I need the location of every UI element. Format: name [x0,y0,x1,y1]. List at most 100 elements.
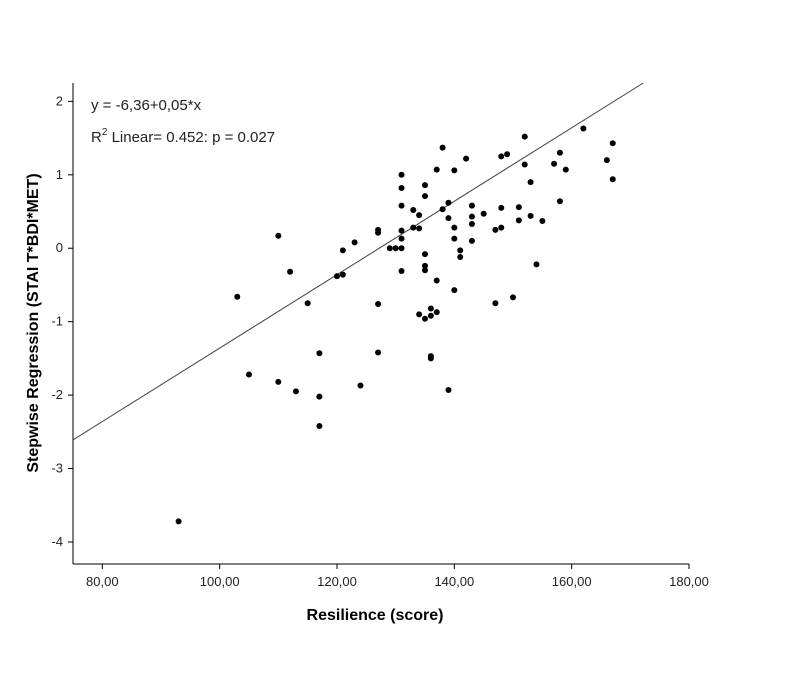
plot-area: 80,00 100,00 120,00 140,00 160,00 180,00 2 1 0 -… [51,82,709,589]
data-point [375,349,382,356]
data-point [457,247,464,254]
data-point [468,202,475,209]
r2-rest: Linear= 0.452: p = 0.027 [107,129,275,146]
data-point [433,277,440,284]
data-point [246,371,252,378]
data-point [416,225,423,232]
x-tick-label: 140,00 [434,574,474,589]
data-point [556,149,563,156]
data-point [357,382,364,389]
data-point [398,227,405,234]
data-point [562,166,569,173]
y-tick-label: -1 [51,314,63,329]
y-tick-label: 0 [56,240,63,255]
data-point [551,160,558,167]
data-point [316,393,323,400]
data-point [422,267,428,274]
data-point [463,155,470,162]
data-point [445,215,452,222]
data-point [468,213,475,220]
data-point [422,193,428,200]
data-point [515,204,522,211]
data-point [398,235,405,242]
x-axis-ticks: 80,00 100,00 120,00 140,00 160,00 180,00 [86,564,709,589]
data-point [433,166,440,173]
data-point [533,261,540,268]
data-point [498,224,505,231]
data-point [334,273,340,280]
data-point [457,254,464,261]
y-axis-title: Stepwise Regression (STAI T*BDI*MET) [25,173,42,472]
y-tick-label: -4 [51,534,63,549]
data-point [287,268,294,275]
data-point [451,235,458,242]
data-point [427,312,434,319]
x-tick-label: 100,00 [200,574,240,589]
y-tick-label: -3 [51,461,63,476]
data-point [468,237,475,244]
data-point [609,176,616,183]
data-point [304,300,311,307]
data-point [521,133,528,140]
equation-annotation: y = -6,36+0,05*x [91,97,202,114]
data-point [422,182,428,189]
data-point [521,161,528,168]
data-point [422,262,428,269]
data-point [609,140,616,147]
r2-superscript: 2 [102,127,108,138]
data-point [351,239,358,246]
data-point [556,198,563,205]
data-point [504,151,511,158]
data-point [398,171,405,178]
plot-background [73,83,689,564]
x-tick-label: 120,00 [317,574,357,589]
data-point [375,301,382,308]
r2-prefix: R [91,129,102,146]
data-point [527,212,534,219]
data-point [603,157,610,164]
data-point [427,355,434,362]
fit-line [72,82,644,441]
data-point [392,245,399,252]
data-point [510,294,516,301]
data-point [580,125,587,132]
data-point [339,247,346,254]
data-point [539,218,546,225]
data-point [292,388,299,395]
data-point [492,226,499,233]
data-point [416,212,423,219]
data-point [386,245,393,252]
x-tick-label: 180,00 [669,574,709,589]
x-axis-title: Resilience (score) [307,607,444,624]
r2-annotation: R2 Linear= 0.452: p = 0.027 [91,127,275,146]
data-point [339,271,346,278]
data-point [498,153,505,160]
data-point [398,202,405,209]
data-point [527,179,534,186]
data-point [398,185,405,192]
data-point [316,350,323,357]
data-point [422,251,428,258]
data-point [416,311,423,318]
data-point [410,224,417,231]
y-tick-label: -2 [51,387,63,402]
x-tick-label: 80,00 [86,574,119,589]
data-point [398,267,405,274]
data-point [422,315,428,322]
data-point [445,386,452,393]
data-point [439,144,446,151]
x-tick-label: 160,00 [552,574,592,589]
data-point [445,199,452,206]
data-points [175,125,616,525]
data-point [451,224,458,231]
data-point [234,293,241,300]
data-point [451,287,458,294]
y-tick-label: 1 [56,167,63,182]
y-axis-ticks: 2 1 0 -1 -2 -3 -4 [51,93,73,549]
data-point [427,305,434,312]
data-point [175,518,182,525]
data-point [275,232,282,239]
data-point [515,217,522,224]
data-point [433,309,440,316]
